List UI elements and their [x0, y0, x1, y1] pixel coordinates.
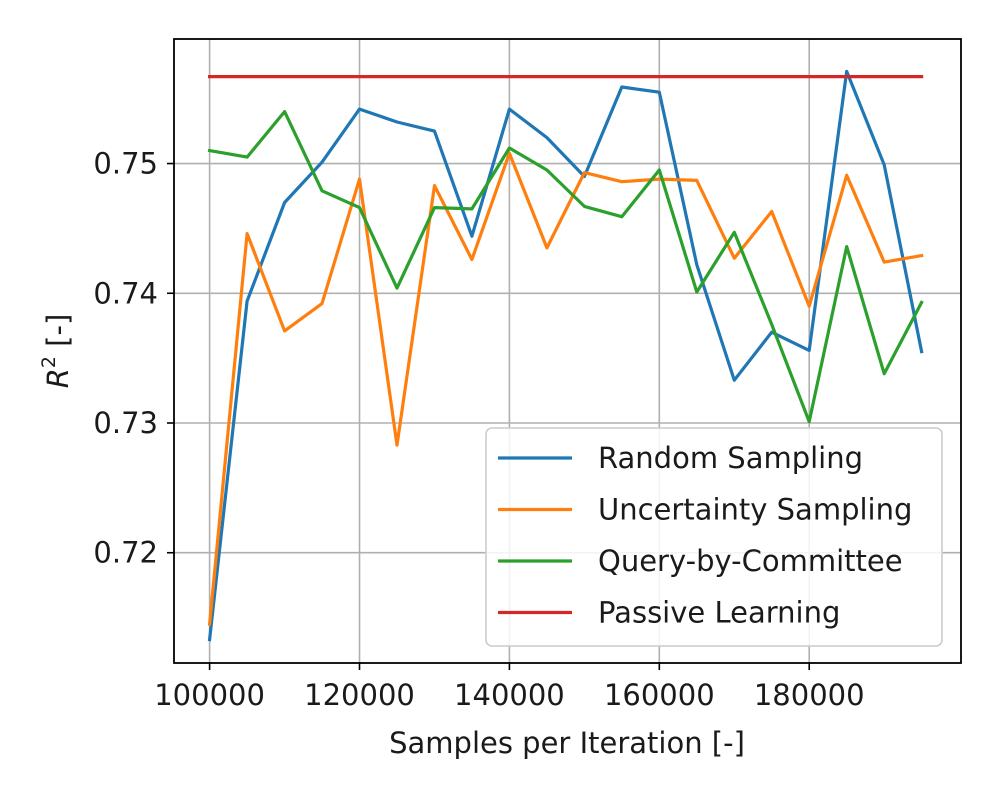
- series-line-query-by-committee: [207, 109, 924, 424]
- series-line-random-sampling: [207, 69, 924, 642]
- y-tick-label: 0.75: [93, 147, 158, 181]
- y-axis-label-superscript: 2: [38, 356, 60, 368]
- y-axis-label-unit: [-]: [41, 314, 75, 356]
- x-tick-label: 120000: [304, 678, 415, 712]
- legend-label-query-by-committee: Query-by-Committee: [598, 544, 903, 578]
- y-tick-label: 0.74: [93, 276, 158, 310]
- legend-label-uncertainty-sampling: Uncertainty Sampling: [598, 493, 912, 527]
- y-tick-label: 0.73: [93, 406, 158, 440]
- y-axis-label: R2 [-]: [38, 314, 75, 389]
- legend-label-passive-learning: Passive Learning: [598, 596, 840, 630]
- x-axis-label: Samples per Iteration [-]: [389, 726, 745, 760]
- series-line-uncertainty-sampling: [207, 151, 924, 626]
- series-lines: [207, 69, 924, 642]
- x-tick-label: 160000: [604, 678, 715, 712]
- y-tick-label: 0.72: [93, 536, 158, 570]
- x-tick-label: 140000: [454, 678, 565, 712]
- legend-box: [485, 427, 943, 647]
- y-axis-label-symbol: R: [41, 368, 75, 388]
- plot-frame: [173, 38, 962, 664]
- x-tick-label: 180000: [754, 678, 865, 712]
- legend: Random Sampling Uncertainty Sampling Query…: [485, 427, 943, 647]
- ticks: 100000 120000 140000 160000 180000 0.72 0.73 0.…: [93, 147, 864, 712]
- legend-label-random-sampling: Random Sampling: [598, 441, 863, 475]
- x-tick-label: 100000: [154, 678, 265, 712]
